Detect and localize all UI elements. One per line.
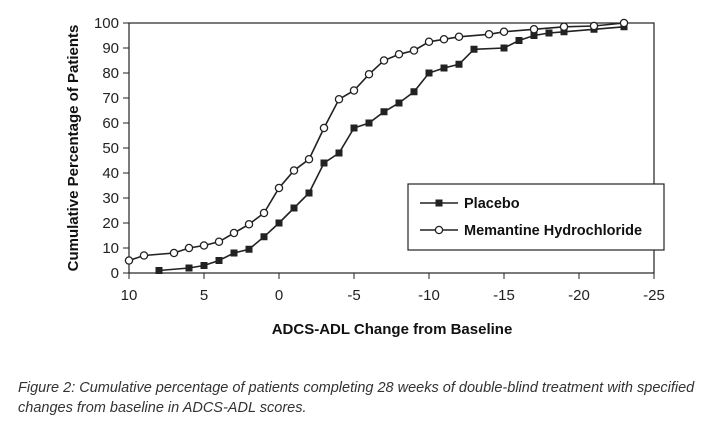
figure-caption: Figure 2: Cumulative percentage of patie…	[18, 380, 695, 416]
y-tick-label: 70	[102, 90, 119, 107]
memantine-hydrochloride-point	[439, 35, 449, 44]
memantine-hydrochloride-point	[424, 37, 434, 47]
placebo-point	[380, 108, 388, 116]
placebo-point	[305, 189, 313, 197]
memantine-hydrochloride-point	[499, 27, 509, 36]
memantine-hydrochloride-point	[229, 228, 239, 238]
y-tick-label: 60	[102, 115, 119, 132]
memantine-hydrochloride-point	[259, 208, 269, 218]
placebo-point	[290, 204, 298, 212]
memantine-hydrochloride-point	[379, 56, 389, 65]
memantine-hydrochloride-point	[169, 248, 179, 258]
y-tick-label: 50	[102, 140, 119, 157]
placebo-point	[230, 249, 238, 257]
placebo-point	[245, 245, 253, 253]
memantine-hydrochloride-point	[394, 50, 404, 59]
memantine-hydrochloride-point	[214, 237, 224, 246]
placebo-point	[500, 44, 508, 52]
y-tick-label: 0	[111, 265, 119, 282]
placebo-point	[530, 32, 538, 39]
placebo-point	[155, 267, 163, 274]
placebo-point	[440, 64, 448, 72]
memantine-hydrochloride-point	[304, 154, 314, 164]
memantine-hydrochloride-point	[559, 22, 569, 31]
y-tick-label: 20	[102, 215, 119, 232]
placebo-point	[215, 257, 223, 264]
memantine-hydrochloride-line	[128, 22, 625, 262]
memantine-hydrochloride-point	[244, 219, 254, 229]
placebo-point	[515, 37, 523, 44]
legend-memantine-hydrochloride-label: Memantine Hydrochloride	[464, 223, 642, 239]
placebo-line	[158, 26, 625, 272]
placebo-point	[260, 233, 268, 241]
y-axis-title: Cumulative Percentage of Patients	[65, 25, 82, 272]
placebo-point	[365, 119, 373, 127]
placebo-point	[200, 262, 208, 269]
x-axis: 10 5 0 -5 -10 -15 -20 -25	[121, 273, 665, 304]
placebo-point	[545, 29, 553, 37]
x-tick-label: -15	[493, 287, 515, 304]
placebo-point	[275, 219, 283, 227]
memantine-hydrochloride-point	[184, 243, 194, 253]
placebo-point	[350, 124, 358, 132]
placebo-point	[320, 159, 328, 167]
memantine-hydrochloride-point	[484, 29, 494, 39]
placebo-point	[455, 60, 463, 68]
memantine-hydrochloride-point	[349, 86, 359, 95]
placebo-point	[335, 149, 343, 157]
series-layer	[124, 18, 629, 274]
memantine-hydrochloride-point	[529, 24, 539, 34]
memantine-hydrochloride-point	[139, 251, 149, 260]
placebo-point	[410, 88, 418, 96]
y-tick-label: 30	[102, 190, 119, 207]
x-tick-label: -5	[347, 287, 360, 304]
memantine-hydrochloride-point	[319, 123, 329, 133]
x-tick-label: 5	[200, 287, 208, 304]
legend-box	[407, 183, 665, 251]
memantine-hydrochloride-point	[589, 21, 599, 31]
x-axis-title: ADCS-ADL Change from Baseline	[272, 321, 513, 338]
memantine-hydrochloride-point	[454, 32, 464, 42]
placebo-point	[425, 69, 433, 77]
x-tick-label: 10	[121, 287, 138, 304]
x-tick-label: 0	[275, 287, 283, 304]
y-axis: 0 10 20 30 40 50 60 70 80 90 100	[94, 15, 129, 282]
legend-placebo-marker	[435, 199, 443, 207]
placebo-point	[395, 99, 403, 107]
legend-placebo-label: Placebo	[464, 196, 520, 212]
y-tick-label: 10	[102, 240, 119, 257]
memantine-hydrochloride-point	[274, 183, 284, 193]
memantine-hydrochloride-point	[334, 95, 344, 104]
memantine-hydrochloride-point	[619, 18, 629, 28]
legend-memantine-hydrochloride-marker	[434, 225, 444, 235]
memantine-hydrochloride-point	[124, 256, 134, 265]
memantine-hydrochloride-point	[199, 241, 209, 250]
x-tick-label: -20	[568, 287, 590, 304]
memantine-hydrochloride-point	[409, 46, 419, 55]
x-tick-label: -10	[418, 287, 440, 304]
y-tick-label: 90	[102, 40, 119, 57]
placebo-point	[470, 45, 478, 53]
y-tick-label: 40	[102, 165, 119, 182]
y-tick-label: 80	[102, 65, 119, 82]
legend: Placebo Memantine Hydrochloride	[407, 183, 665, 251]
x-tick-label: -25	[643, 287, 665, 304]
memantine-hydrochloride-point	[364, 70, 374, 79]
placebo-point	[560, 28, 568, 36]
y-tick-label: 100	[94, 15, 119, 32]
memantine-hydrochloride-point	[289, 166, 299, 175]
placebo-point	[185, 264, 193, 272]
